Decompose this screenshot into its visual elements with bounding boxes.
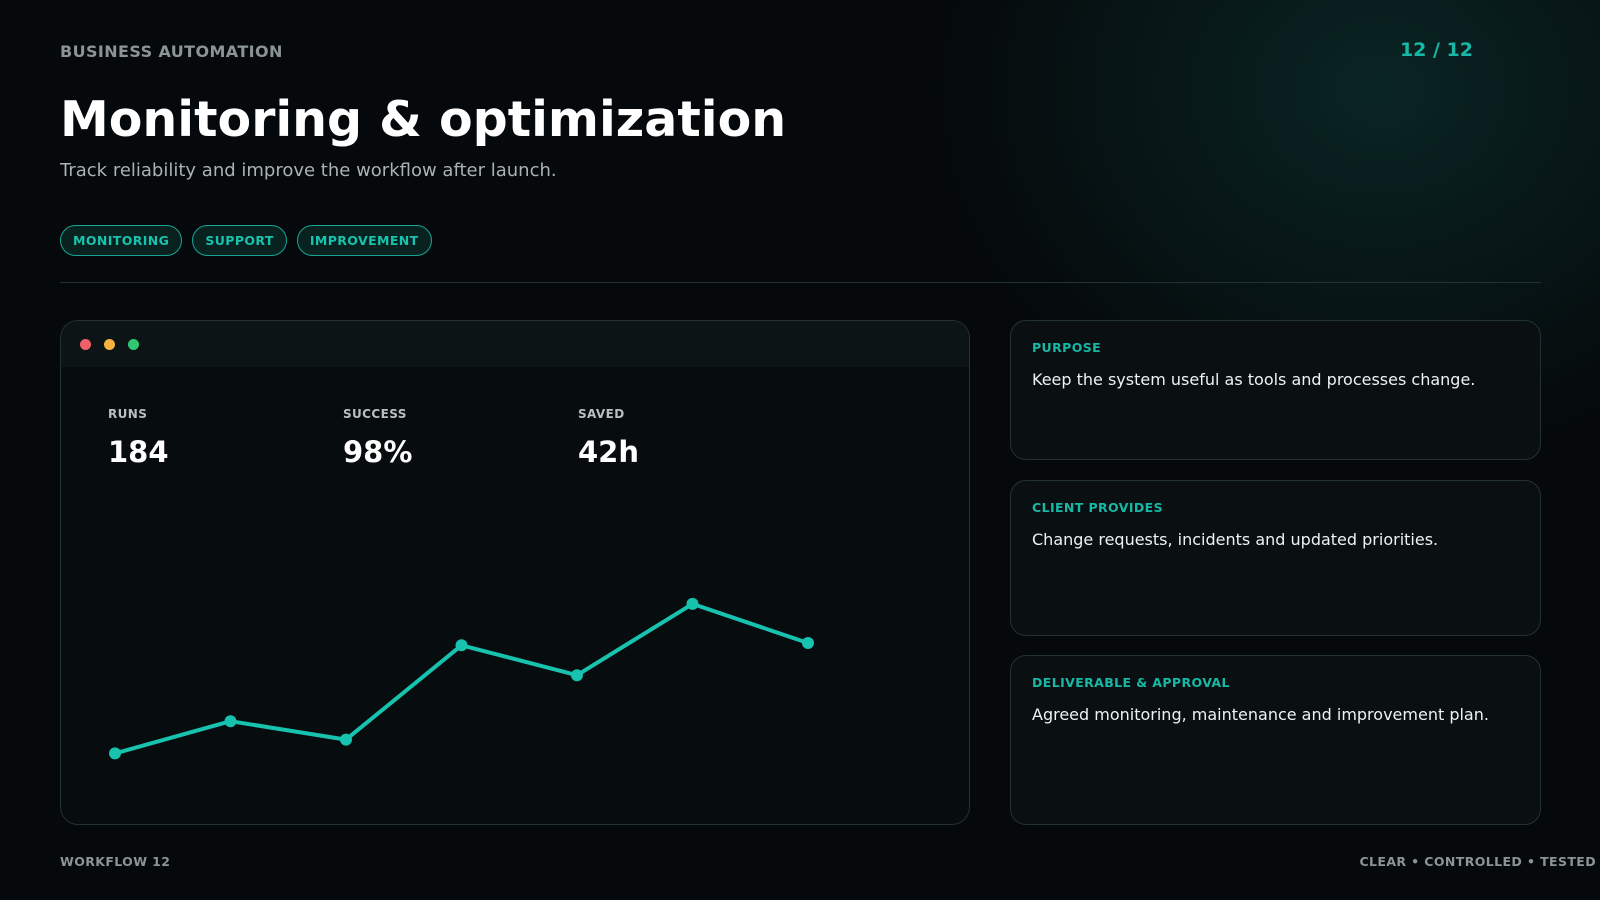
stat-value: 184 [108,435,169,469]
card-label: PURPOSE [1032,340,1102,355]
data-point-3 [340,733,352,746]
card-text: Change requests, incidents and updated p… [1032,530,1439,549]
footer-workflow-label: WORKFLOW 12 [60,854,171,869]
stat-label: SUCCESS [343,407,407,421]
data-point-1 [109,747,121,760]
tag-improvement: IMPROVEMENT [296,225,432,256]
page-subtitle: Track reliability and improve the workfl… [60,160,557,181]
window-minimize-dot [104,338,115,350]
card-deliverable-approval: DELIVERABLE & APPROVAL Agreed monitoring… [1010,655,1541,825]
card-label: DELIVERABLE & APPROVAL [1032,675,1230,690]
stat-label: RUNS [108,407,148,421]
card-client-provides: CLIENT PROVIDES Change requests, inciden… [1010,480,1541,636]
stat-value: 98% [343,435,413,469]
data-point-2 [224,715,237,728]
divider [60,282,1541,283]
trend-line-chart [109,597,814,760]
section-kicker: BUSINESS AUTOMATION [60,42,283,61]
page-indicator: 12 / 12 [1399,39,1473,61]
window-titlebar [61,321,969,367]
card-text: Keep the system useful as tools and proc… [1032,370,1476,389]
dashboard-panel: RUNS 184 SUCCESS 98% SAVED 42h [60,320,970,825]
card-text: Agreed monitoring, maintenance and impro… [1032,705,1489,724]
window-maximize-dot [128,338,139,350]
data-point-7 [802,637,814,649]
stat-value: 42h [578,435,640,469]
page-title: Monitoring & optimization [60,91,787,148]
tag-support: SUPPORT [192,225,287,256]
tag-monitoring: MONITORING [60,225,183,256]
card-purpose: PURPOSE Keep the system useful as tools … [1010,320,1541,460]
footer-tagline: CLEAR • CONTROLLED • TESTED [1359,854,1596,869]
stat-saved: SAVED 42h [578,407,639,469]
data-point-5 [571,669,583,682]
data-point-6 [686,597,699,610]
window-close-dot [80,338,91,350]
stat-runs: RUNS 184 [108,407,169,469]
stat-success: SUCCESS 98% [343,407,412,469]
card-label: CLIENT PROVIDES [1032,500,1163,515]
data-point-4 [455,639,468,652]
series-line [113,601,810,756]
stat-label: SAVED [578,407,625,421]
tag-list: MONITORING SUPPORT IMPROVEMENT [60,225,432,256]
